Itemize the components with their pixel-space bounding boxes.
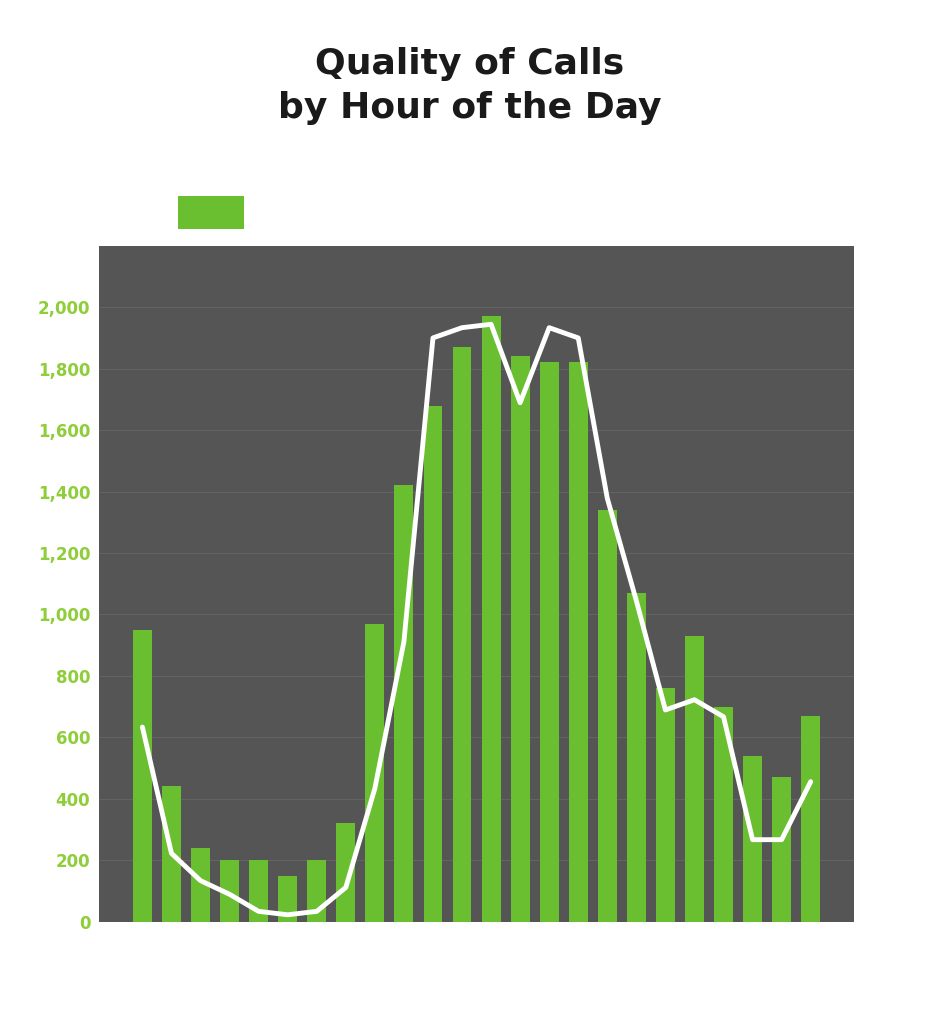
Bar xyxy=(685,636,704,922)
Bar xyxy=(569,362,588,922)
FancyBboxPatch shape xyxy=(460,196,526,229)
Bar xyxy=(511,356,530,922)
Bar xyxy=(394,485,413,922)
Bar xyxy=(162,786,181,922)
Bar xyxy=(801,716,820,922)
Bar xyxy=(278,876,297,922)
Bar xyxy=(365,624,384,922)
Bar xyxy=(191,848,210,922)
Bar xyxy=(133,630,152,922)
Text: Quality of Calls
by Hour of the Day: Quality of Calls by Hour of the Day xyxy=(278,47,661,125)
Bar xyxy=(336,823,355,922)
Bar xyxy=(307,860,326,922)
Text: Raw Calls: Raw Calls xyxy=(263,204,360,221)
Text: 3 Minute Calls: 3 Minute Calls xyxy=(545,204,688,221)
Bar xyxy=(627,593,646,922)
Bar xyxy=(743,756,762,922)
Bar xyxy=(656,688,675,922)
Bar xyxy=(714,707,733,922)
FancyBboxPatch shape xyxy=(178,196,244,229)
Bar xyxy=(249,860,268,922)
Bar xyxy=(220,860,239,922)
Bar xyxy=(598,510,617,922)
Bar xyxy=(453,347,471,922)
Bar xyxy=(423,406,442,922)
Bar xyxy=(482,316,500,922)
Bar xyxy=(540,362,559,922)
Bar xyxy=(772,777,791,922)
